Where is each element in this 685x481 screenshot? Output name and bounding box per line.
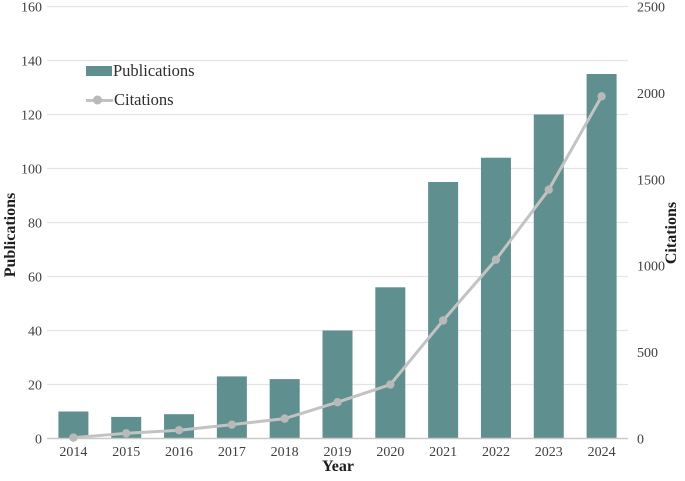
bar-2019 xyxy=(322,330,353,439)
right-y-tick-label-1500: 1500 xyxy=(637,173,665,188)
publications-swatch-icon xyxy=(86,66,112,76)
left-axis-title: Publications xyxy=(2,192,19,278)
bar-2023 xyxy=(533,114,564,439)
citations-point-2022 xyxy=(491,255,501,264)
x-tick-label-2015: 2015 xyxy=(112,445,140,460)
left-y-tick-label-60: 60 xyxy=(28,271,42,286)
citations-point-2014 xyxy=(69,433,78,442)
x-tick-label-2021: 2021 xyxy=(429,445,457,460)
x-axis-title: Year xyxy=(322,458,354,475)
legend-item-citations: Citations xyxy=(86,89,195,111)
right-y-tick-label-2000: 2000 xyxy=(637,87,665,102)
legend-item-publications: Publications xyxy=(86,60,195,82)
x-tick-label-2014: 2014 xyxy=(59,445,87,460)
citations-point-2017 xyxy=(227,420,237,429)
right-y-tick-label-1000: 1000 xyxy=(637,260,665,275)
left-y-tick-label-20: 20 xyxy=(28,379,42,394)
left-y-tick-label-120: 120 xyxy=(21,109,42,124)
left-y-tick-label-100: 100 xyxy=(21,163,42,178)
citations-point-2018 xyxy=(280,414,289,423)
bar-2022 xyxy=(480,157,511,439)
x-tick-label-2022: 2022 xyxy=(482,445,510,460)
citations-swatch-icon xyxy=(86,95,113,105)
citations-point-2019 xyxy=(333,398,342,407)
citations-point-2015 xyxy=(122,429,131,438)
citations-swatch-dot-icon xyxy=(93,95,102,105)
left-y-tick-label-140: 140 xyxy=(21,55,42,70)
x-tick-label-2018: 2018 xyxy=(271,445,299,460)
right-y-tick-label-0: 0 xyxy=(637,433,644,448)
citations-point-2024 xyxy=(597,92,606,101)
x-tick-label-2023: 2023 xyxy=(535,445,563,460)
x-tick-label-2017: 2017 xyxy=(218,445,246,460)
legend-label-citations: Citations xyxy=(114,89,174,109)
left-y-tick-label-0: 0 xyxy=(35,433,42,448)
x-tick-label-2024: 2024 xyxy=(588,445,616,460)
citations-point-2021 xyxy=(438,316,448,325)
x-tick-label-2020: 2020 xyxy=(376,445,404,460)
bar-2024 xyxy=(586,74,617,439)
legend-label-publications: Publications xyxy=(113,60,195,80)
bar-2018 xyxy=(269,379,300,439)
right-axis-title: Citations xyxy=(663,201,680,265)
bar-2017 xyxy=(216,376,247,439)
citations-point-2016 xyxy=(174,426,184,435)
x-tick-label-2019: 2019 xyxy=(324,445,352,460)
citations-point-2023 xyxy=(544,185,553,194)
left-y-tick-label-40: 40 xyxy=(28,325,42,340)
x-tick-label-2016: 2016 xyxy=(165,445,193,460)
right-y-tick-label-500: 500 xyxy=(637,346,658,361)
citations-point-2020 xyxy=(386,380,395,389)
right-y-tick-label-2500: 2500 xyxy=(637,1,665,16)
left-y-tick-label-160: 160 xyxy=(21,1,42,16)
left-y-tick-label-80: 80 xyxy=(28,217,42,232)
chart-legend: Publications Citations xyxy=(86,60,195,111)
bar-2020 xyxy=(375,287,406,439)
